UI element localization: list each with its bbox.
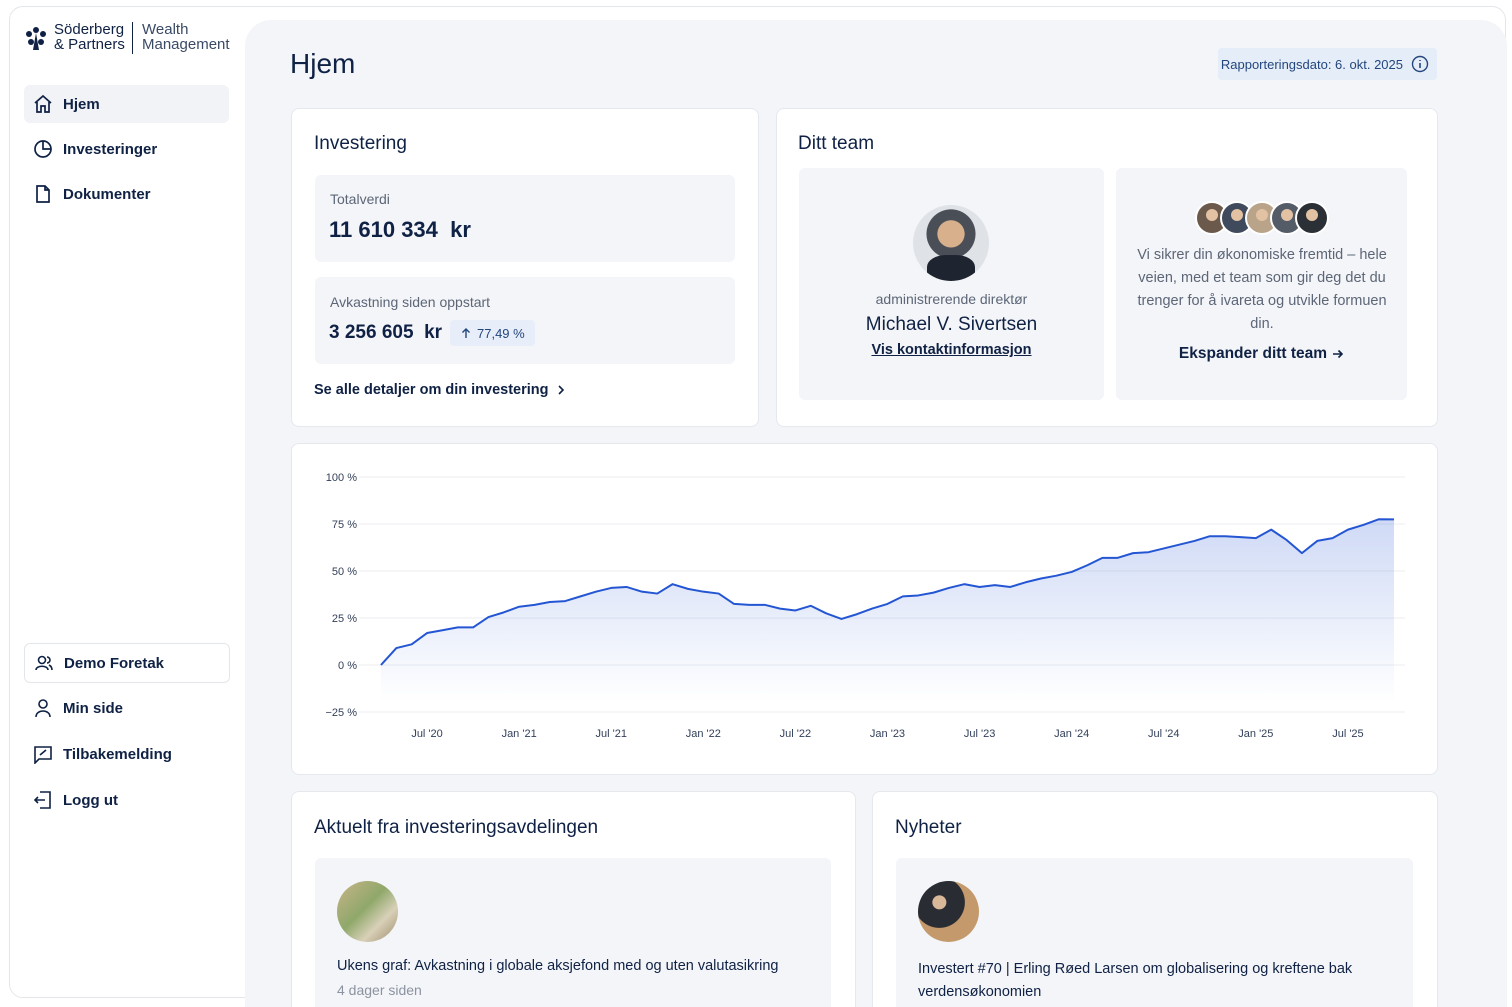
return-pct: 77,49 % (477, 325, 525, 341)
nav-item[interactable]: Hjem (24, 85, 229, 123)
nav-label: Dokumenter (63, 185, 151, 203)
up-arrow-icon (462, 328, 470, 338)
brand-sub: Wealth Management (142, 22, 230, 52)
x-tick-label: Jul '23 (964, 728, 995, 740)
nav-label: Investeringer (63, 140, 158, 158)
logout-icon (33, 791, 51, 809)
news-item-box[interactable] (896, 858, 1413, 1007)
home-icon (34, 94, 52, 113)
news-item-time: 4 dager siden (337, 982, 422, 998)
contact-link[interactable]: Vis kontaktinformasjon (871, 342, 1032, 358)
news-item-title: Investert #70 | Erling Røed Larsen om gl… (918, 961, 1353, 1000)
x-tick-label: Jul '21 (596, 728, 627, 740)
details-link[interactable]: Se alle detaljer om din investering (314, 382, 567, 398)
users-icon (35, 655, 53, 671)
team-description: Vi sikrer din økonomiske fremtid – hele … (1137, 247, 1387, 332)
nav-label: Logg ut (63, 791, 118, 809)
x-tick-label: Jan '25 (1238, 728, 1273, 740)
y-tick-label: 0 % (338, 660, 357, 672)
y-tick-label: −25 % (326, 707, 358, 719)
y-tick-label: 100 % (326, 472, 357, 484)
x-tick-label: Jan '24 (1054, 728, 1089, 740)
brand-line: Management (142, 36, 230, 53)
y-tick-label: 50 % (332, 566, 357, 578)
x-tick-label: Jan '21 (502, 728, 537, 740)
nav-item[interactable]: Dokumenter (24, 175, 229, 213)
nav-item[interactable]: Tilbakemelding (24, 735, 229, 773)
x-tick-label: Jan '23 (870, 728, 905, 740)
logo-icon (24, 24, 48, 52)
arrow-icon (1333, 349, 1344, 359)
x-tick-label: Jan '22 (686, 728, 721, 740)
brand-line: Wealth (142, 21, 189, 38)
area (381, 519, 1394, 702)
x-tick-label: Jul '25 (1332, 728, 1363, 740)
news-item-box[interactable] (315, 858, 831, 1007)
card-title: Nyheter (895, 817, 962, 838)
total-label: Totalverdi (330, 191, 390, 207)
advisor-role: administrerende direktør (875, 291, 1028, 307)
nav-label: Demo Foretak (64, 654, 165, 672)
advisor-name: Michael V. Sivertsen (865, 314, 1038, 335)
line (380, 518, 1395, 666)
y-tick-label: 75 % (332, 519, 357, 531)
advisor-photo (913, 205, 989, 281)
feedback-icon (34, 746, 52, 764)
nav-item[interactable]: Logg ut (24, 781, 229, 819)
user-icon (35, 699, 51, 718)
card-title: Investering (314, 133, 407, 154)
return-value: 3 256 605 kr (329, 322, 443, 343)
info-icon[interactable] (1411, 55, 1429, 73)
news-item-title: Ukens graf: Avkastning i globale aksjefo… (337, 958, 779, 974)
return-pct-badge: 77,49 % (450, 320, 535, 346)
chevron-icon (557, 385, 564, 395)
brand-divider (132, 22, 133, 54)
nav-item[interactable]: Demo Foretak (24, 643, 230, 683)
nav-item[interactable]: Min side (24, 689, 229, 727)
chart: −25 % 0 % 25 % 50 % 75 % 100 % Jul '20 Jan '21 J… (326, 472, 1405, 740)
expand-link[interactable]: Ekspander ditt team (1116, 345, 1407, 363)
card-title: Aktuelt fra investeringsavdelingen (314, 817, 599, 838)
x-tick-label: Jul '24 (1148, 728, 1179, 740)
total-box (315, 175, 735, 262)
news-thumbnail (337, 881, 398, 942)
nav-label: Hjem (63, 95, 100, 113)
team-avatars (1195, 201, 1331, 235)
page-title: Hjem (290, 48, 356, 79)
x-tick-label: Jul '20 (411, 728, 442, 740)
nav-item[interactable]: Investeringer (24, 130, 229, 168)
brand-line: Söderberg (54, 21, 125, 38)
news-thumbnail (918, 881, 979, 942)
report-date-badge: Rapporteringsdato: 6. okt. 2025 (1218, 48, 1437, 80)
y-tick-label: 25 % (332, 613, 357, 625)
report-date: Rapporteringsdato: 6. okt. 2025 (1220, 56, 1403, 72)
return-label: Avkastning siden oppstart (330, 294, 491, 310)
document-icon (36, 185, 50, 203)
total-value: 11 610 334 kr (329, 217, 471, 242)
nav-label: Min side (63, 699, 124, 717)
nav-label: Tilbakemelding (63, 745, 172, 763)
link-text: Se alle detaljer om din investering (314, 382, 549, 398)
chart-icon (34, 140, 52, 158)
card-title: Ditt team (798, 133, 875, 154)
advisor-box (799, 168, 1104, 400)
x-tick-label: Jul '22 (780, 728, 811, 740)
investment-card (291, 108, 759, 427)
link-text: Ekspander ditt team (1178, 345, 1328, 362)
brand-line: & Partners (54, 36, 125, 53)
brand-name: Söderberg & Partners (54, 22, 125, 52)
